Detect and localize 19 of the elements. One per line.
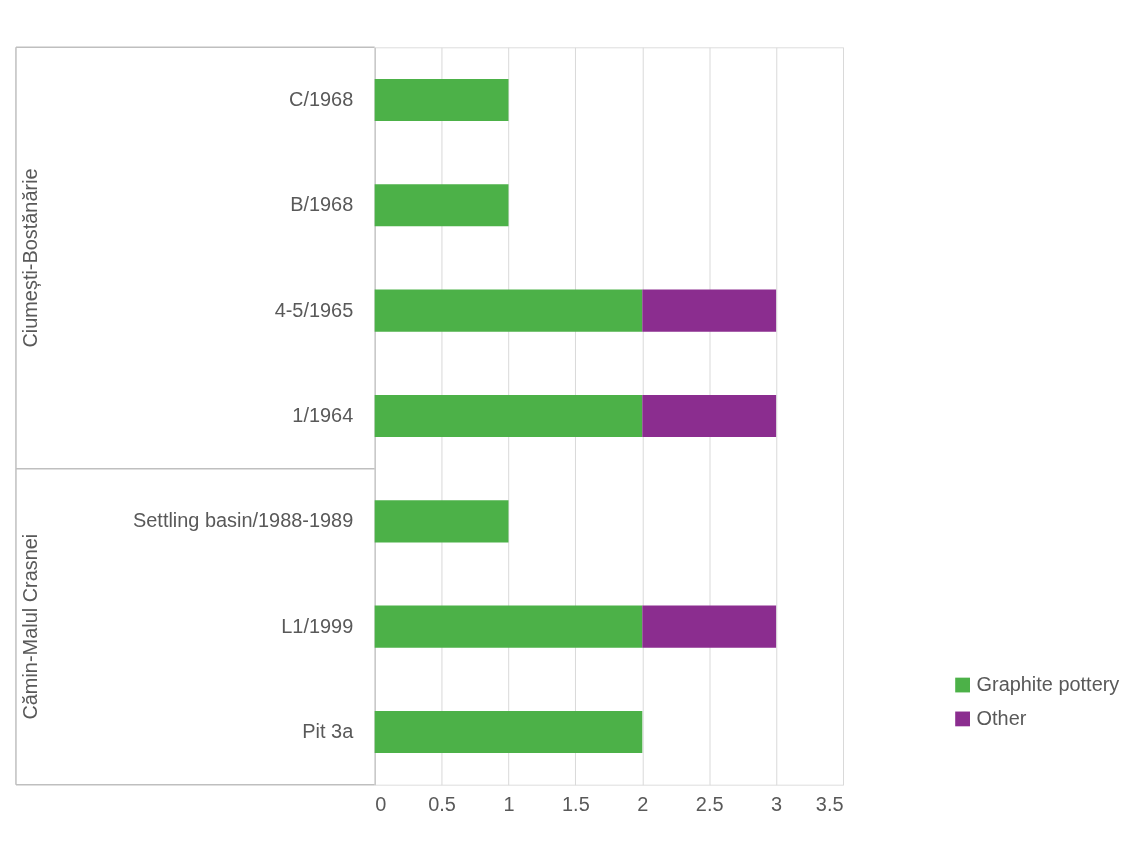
y-tick-label: 4-5/1965	[274, 298, 354, 321]
legend-label: Graphite pottery	[976, 673, 1120, 696]
text: Cămin-Malul Crasnei	[18, 533, 41, 720]
y-tick-label: 1/1964	[292, 403, 354, 426]
x-tick-label: 0	[375, 793, 387, 816]
y-tick-label: Settling basin/1988-1989	[133, 509, 354, 532]
x-tick-label: 1.5	[562, 793, 590, 816]
legend-label: Other	[976, 706, 1027, 729]
y-tick-label: B/1968	[290, 193, 354, 216]
x-tick-label: 2	[637, 793, 649, 816]
x-tick-label: 2.5	[695, 793, 724, 816]
y-tick-label: L1/1999	[281, 614, 354, 637]
x-tick-label: 3	[771, 793, 783, 816]
text: Ciumești-Bostănărie	[18, 168, 41, 348]
y-tick-label: C/1968	[289, 87, 354, 110]
x-tick-label: 3.5	[815, 793, 844, 816]
x-tick-label: 0.5	[428, 793, 456, 816]
x-tick-label: 1	[503, 793, 515, 816]
y-tick-label: Pit 3a	[302, 719, 355, 742]
